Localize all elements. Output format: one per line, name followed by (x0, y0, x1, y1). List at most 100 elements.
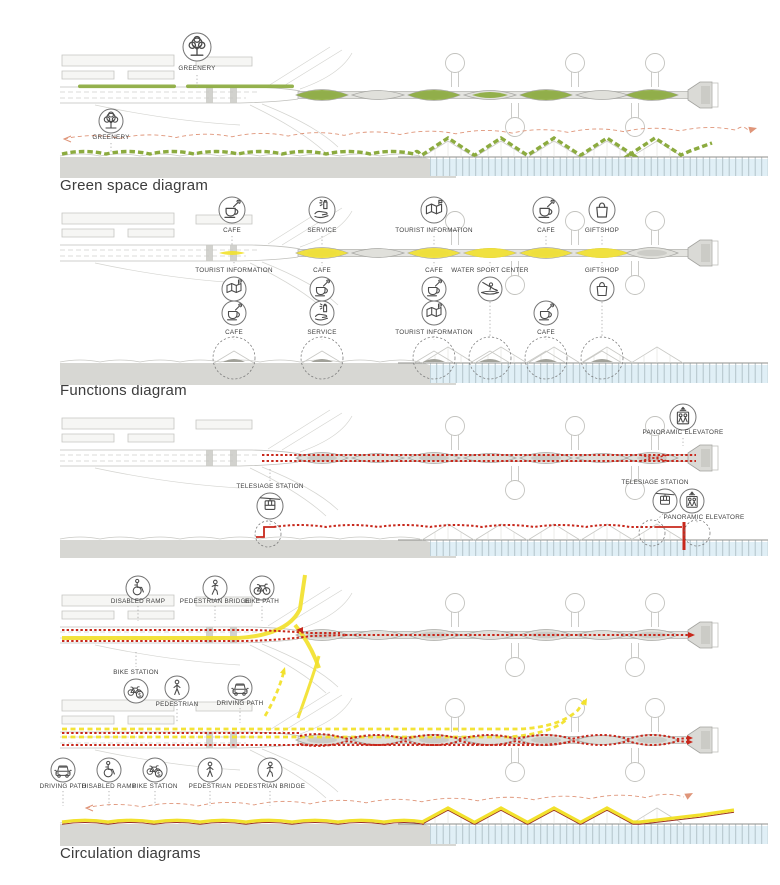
canopy-cables (540, 524, 568, 540)
lookout-stem (571, 230, 579, 245)
callout-function: CAFE (218, 196, 246, 245)
callout-greenery: GREENERY (178, 32, 216, 87)
coastline (94, 103, 339, 154)
callout-function: TOURIST INFORMATION (395, 196, 473, 245)
icon-circle (421, 300, 447, 326)
icon-circle (96, 757, 122, 783)
driving-path-line (263, 670, 286, 717)
pavilion (591, 359, 613, 362)
callout-telesiage-station: TELESIAGE STATION (236, 469, 304, 520)
icon-circle (669, 403, 697, 431)
terminal-edge (711, 622, 719, 648)
callout-label: TOURIST INFORMATION (395, 227, 473, 234)
arrowhead (84, 804, 94, 812)
callout-pedestrian: PEDESTRIAN (156, 675, 199, 723)
callout-function: CAFE (421, 262, 447, 302)
section-view (59, 346, 768, 385)
lookout-balloon (645, 593, 665, 613)
lookout-stem (511, 748, 519, 763)
lookout-stem (511, 466, 519, 481)
callout-label: PEDESTRIAN (156, 701, 199, 708)
driving-route (62, 699, 587, 731)
canopy-cables (434, 524, 462, 540)
lookout-balloon (645, 53, 665, 73)
icon-circle (221, 276, 247, 302)
lookout-stem (631, 748, 639, 763)
station-mark (256, 526, 274, 538)
circulation-section-overlay (61, 793, 735, 825)
yellow-lens (520, 248, 572, 258)
plan-view (60, 409, 719, 517)
road-crossing (206, 627, 213, 643)
lookout-balloon (645, 416, 665, 436)
lookout-stem (651, 72, 659, 87)
arrowhead (296, 627, 303, 633)
canopy-peak (213, 350, 255, 364)
green-roof-line (61, 135, 713, 157)
lookout-stem (631, 261, 639, 276)
greenery-overlay (78, 84, 678, 100)
road-crossing (230, 732, 237, 748)
callout-telesiage-station: TELESIAGE STATION (621, 479, 689, 522)
terminal-core (701, 244, 710, 262)
yellow-lens (408, 248, 460, 258)
lens-core (637, 249, 667, 257)
lookout-balloon (505, 762, 525, 782)
canopy-cables (540, 141, 568, 157)
callout-circulation: PEDESTRIAN (189, 757, 232, 806)
icon-circle (125, 575, 151, 601)
canopy-cables (643, 141, 671, 157)
ground (60, 157, 456, 178)
lookout-balloon (565, 53, 585, 73)
icon-circle (420, 196, 448, 224)
reference-line (63, 126, 749, 140)
lookout-balloon (625, 480, 645, 500)
pedestrian-route (62, 634, 346, 642)
lookout-balloon (445, 211, 465, 231)
green-strip (78, 84, 176, 89)
pavilion (535, 359, 557, 362)
lookout-stem (571, 72, 579, 87)
icon-circle (249, 575, 275, 601)
circulation-panel: Circulation diagrams DISABLED RAMP PEDEST… (40, 574, 768, 862)
road-neck (239, 244, 301, 262)
ground (60, 363, 456, 385)
lookout-stem (451, 717, 459, 732)
transport-section-overlay (254, 519, 711, 550)
green-space-panel: Green space diagram GREENERY GREENERY (59, 32, 768, 194)
lens-core (531, 631, 561, 639)
lens-core (307, 454, 337, 462)
lens-core (637, 736, 667, 744)
focus-circle (468, 336, 512, 380)
shore-buildings (61, 417, 253, 443)
lens-core (637, 631, 667, 639)
callout-label: DRIVING PATH (40, 783, 87, 790)
shore-buildings (61, 699, 253, 725)
lookout-balloon (445, 53, 465, 73)
circulation-plan1-overlay (62, 574, 695, 669)
lookout-balloon (625, 117, 645, 137)
pier-piles (430, 157, 768, 176)
red-route (262, 454, 696, 462)
pier-piles (430, 540, 768, 556)
callout-function: TOURIST INFORMATION (395, 300, 473, 340)
callout-label: TOURIST INFORMATION (395, 329, 473, 336)
plan-view (60, 204, 719, 312)
canopy-peak (301, 350, 343, 364)
callout-label: PEDESTRIAN (189, 783, 232, 790)
shore-buildings (61, 212, 253, 238)
callout-label: CAFE (313, 267, 331, 274)
lookout-stem (651, 612, 659, 627)
icon-circle (218, 196, 246, 224)
canopy-cables (487, 524, 515, 540)
canopy-cables (643, 347, 671, 363)
callout-function: CAFE (533, 300, 559, 340)
callout-label: PEDESTRIAN BRIDGE (235, 783, 305, 790)
pier-piles (430, 824, 768, 844)
canopy-peak (469, 350, 511, 364)
canopy-peak (525, 350, 567, 364)
lookout-balloon (505, 480, 525, 500)
green-lens (408, 90, 460, 100)
callout-panoramic-elevator: PANORAMIC ELEVATORE (643, 403, 723, 446)
red-route-section (273, 524, 655, 529)
